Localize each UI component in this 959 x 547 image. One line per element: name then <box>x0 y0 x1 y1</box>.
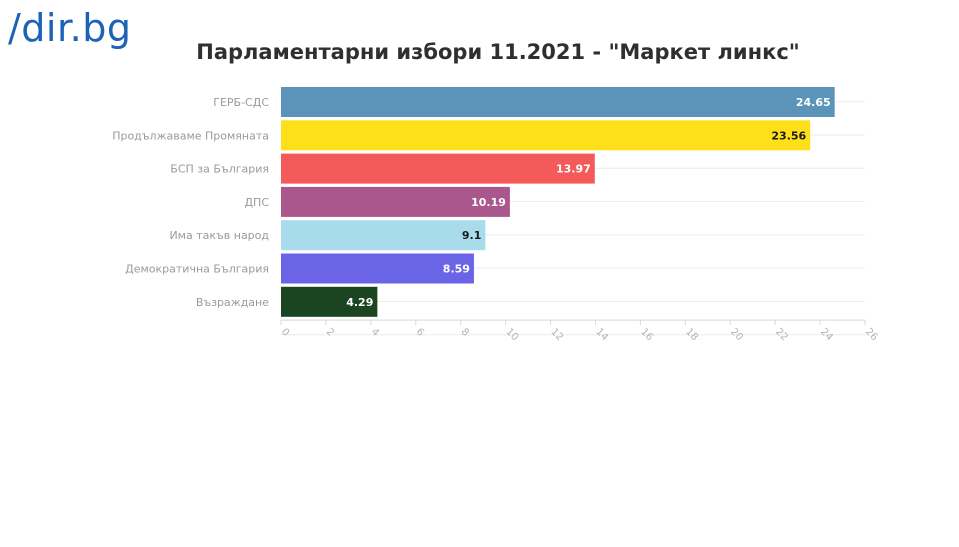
data-label: 9.1 <box>462 229 482 242</box>
bar <box>281 186 510 217</box>
x-tick-label: 18 <box>683 326 700 343</box>
x-tick-label: 8 <box>459 326 471 338</box>
x-tick-label: 2 <box>324 326 336 338</box>
chart-title: Парламентарни избори 11.2021 - "Маркет л… <box>196 40 800 64</box>
bar <box>281 253 474 284</box>
data-label: 10.19 <box>471 196 506 209</box>
x-tick-label: 4 <box>369 326 381 338</box>
x-tick-label: 10 <box>503 326 520 343</box>
category-label: Възраждане <box>196 296 269 309</box>
category-label: Продължаваме Промяната <box>112 129 269 142</box>
x-tick-label: 16 <box>638 326 655 343</box>
category-label: Има такъв народ <box>169 229 269 242</box>
x-tick-label: 20 <box>728 326 745 343</box>
category-label: БСП за България <box>170 163 269 176</box>
data-label: 8.59 <box>443 263 470 276</box>
category-label: ДПС <box>244 196 269 209</box>
bar <box>281 120 811 151</box>
data-label: 24.65 <box>796 96 831 109</box>
x-tick-label: 6 <box>414 326 426 338</box>
data-label: 4.29 <box>346 296 373 309</box>
data-label: 13.97 <box>556 163 591 176</box>
x-tick-label: 14 <box>593 326 610 343</box>
logo[interactable]: /dir.bg <box>8 6 132 50</box>
bar <box>281 286 378 317</box>
x-tick-label: 24 <box>818 326 835 343</box>
x-tick-label: 0 <box>279 326 291 338</box>
x-tick-label: 22 <box>773 326 790 343</box>
data-label: 23.56 <box>771 129 806 142</box>
category-label: Демократична България <box>125 263 269 276</box>
bar <box>281 153 595 184</box>
category-label: ГЕРБ-СДС <box>213 96 269 109</box>
bar <box>281 220 486 251</box>
bar <box>281 87 835 117</box>
x-tick-label: 26 <box>863 326 880 343</box>
x-tick-label: 12 <box>548 326 565 343</box>
